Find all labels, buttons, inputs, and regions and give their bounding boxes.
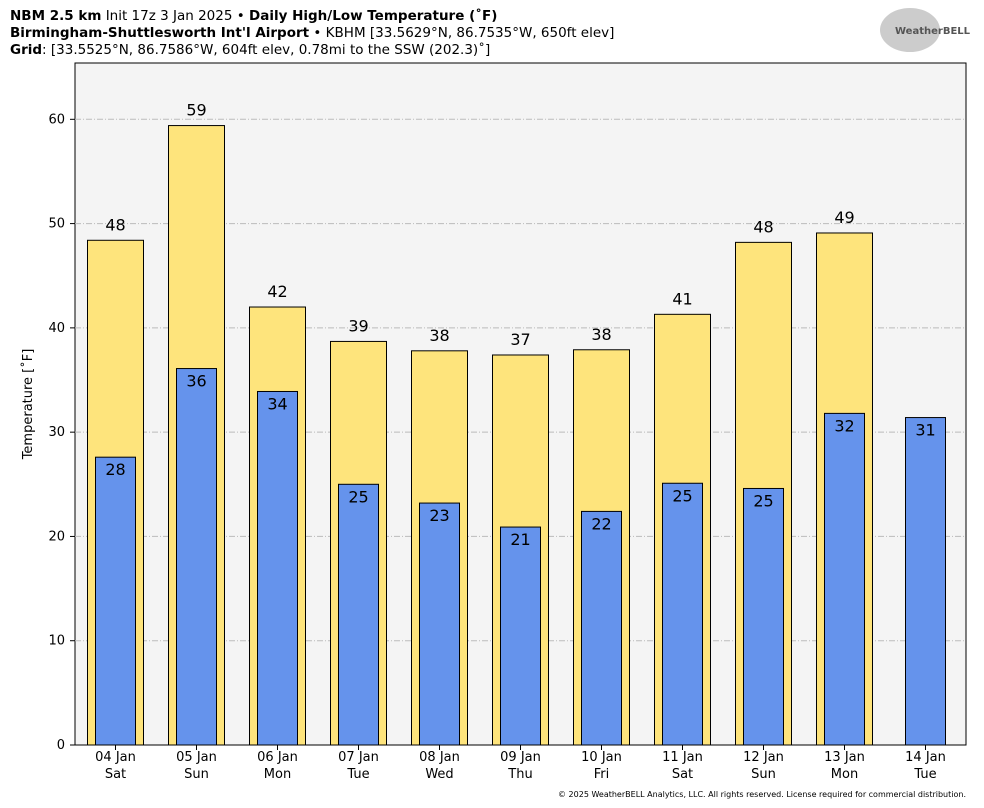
bar [581,510,622,746]
value-label: 28 [105,460,125,479]
bar [743,487,784,746]
x-tick-label: 07 Jan [338,750,379,765]
x-tick-weekday: Sat [105,767,126,782]
station-sep: • [313,25,321,41]
bar [176,368,217,746]
x-tick-weekday: Mon [264,767,291,782]
footer: © 2025 WeatherBELL Analytics, LLC. All r… [558,790,966,799]
y-tick-label: 20 [48,529,65,544]
bar [419,502,460,746]
value-label: 49 [834,208,854,227]
header-line-3: Grid: [33.5525°N, 86.7586°W, 604ft elev,… [10,41,490,58]
x-tick-label: 04 Jan [95,750,136,765]
x-tick-label: 06 Jan [257,750,298,765]
x-tick-weekday: Tue [913,767,936,782]
value-label: 22 [591,514,611,533]
y-tick-label: 10 [48,634,65,649]
value-label: 25 [672,486,692,505]
x-tick-label: 09 Jan [500,750,541,765]
logo-mark [880,8,940,52]
value-label: 48 [753,217,773,236]
x-tick-weekday: Sat [672,767,693,782]
value-label: 38 [429,326,449,345]
station: Birmingham-Shuttlesworth Int'l Airport [10,25,310,41]
value-label: 59 [186,101,206,120]
x-tick-label: 08 Jan [419,750,460,765]
model: NBM 2.5 km [10,8,101,24]
x-tick-weekday: Sun [184,767,209,782]
x-tick-weekday: Thu [507,767,532,782]
x-tick-weekday: Tue [346,767,369,782]
y-tick-label: 30 [48,425,65,440]
value-label: 42 [267,282,287,301]
y-tick-label: 0 [57,738,65,753]
value-label: 32 [834,416,854,435]
y-tick-label: 60 [48,112,65,127]
value-label: 36 [186,372,206,391]
y-tick-label: 50 [48,217,65,232]
x-tick-weekday: Fri [594,767,610,782]
x-tick-label: 05 Jan [176,750,217,765]
x-tick-weekday: Mon [831,767,858,782]
value-label: 48 [105,215,125,234]
header-line-2: Birmingham-Shuttlesworth Int'l Airport •… [10,25,614,41]
product: Daily High/Low Temperature (˚F) [249,7,497,24]
value-label: 37 [510,330,530,349]
bar [824,412,865,746]
value-label: 21 [510,530,530,549]
x-tick-weekday: Sun [751,767,776,782]
x-tick-label: 11 Jan [662,750,703,765]
x-tick-label: 10 Jan [581,750,622,765]
x-tick-weekday: Wed [425,767,453,782]
init: Init 17z 3 Jan 2025 • [106,8,245,24]
bar [95,456,136,746]
y-tick-label: 40 [48,321,65,336]
value-label: 25 [753,491,773,510]
grid-label: Grid [10,42,42,58]
grid-info: : [33.5525°N, 86.7586°W, 604ft elev, 0.7… [42,41,490,58]
logo: WeatherBELL [895,26,971,37]
value-label: 25 [348,487,368,506]
x-tick-label: 13 Jan [824,750,865,765]
x-tick-label: 12 Jan [743,750,784,765]
bar [338,483,379,746]
station-info: KBHM [33.5629°N, 86.7535°W, 650ft elev] [326,25,615,41]
value-label: 41 [672,289,692,308]
x-tick-label: 14 Jan [905,750,946,765]
bar [905,417,946,746]
bar [662,482,703,746]
bar [257,390,298,746]
value-label: 39 [348,316,368,335]
value-label: 31 [915,421,935,440]
value-label: 38 [591,325,611,344]
bar [500,526,541,746]
value-label: 34 [267,394,287,413]
y-axis-label: Temperature [˚F] [20,349,36,461]
header-line-1: NBM 2.5 km Init 17z 3 Jan 2025 • Daily H… [10,7,497,24]
value-label: 23 [429,506,449,525]
